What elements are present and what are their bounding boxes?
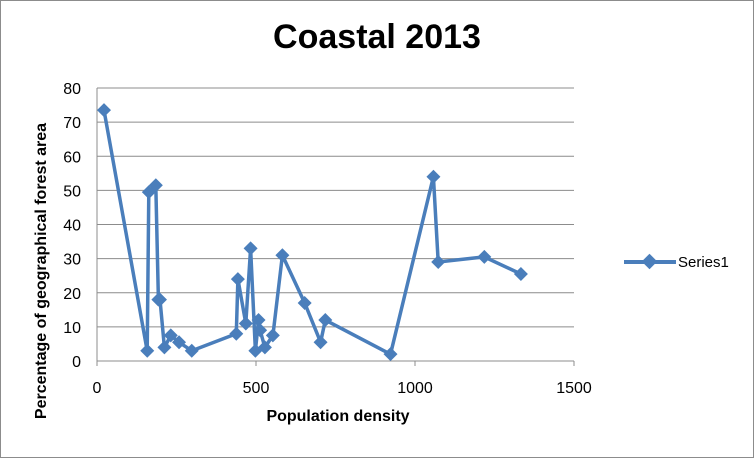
- data-point-26: [431, 255, 446, 270]
- data-point-22: [313, 335, 328, 350]
- x-tick-label-1500: 1500: [556, 380, 592, 397]
- data-point-12: [230, 272, 245, 287]
- data-point-16: [251, 313, 266, 328]
- data-point-17: [253, 323, 268, 338]
- y-tick-label-70: 70: [63, 115, 81, 132]
- x-tick-label-500: 500: [243, 380, 270, 397]
- legend-label-series1: Series1: [678, 253, 729, 271]
- data-point-15: [248, 343, 263, 358]
- y-tick-label-10: 10: [63, 320, 81, 337]
- axes: [96, 88, 575, 366]
- legend-swatch: [624, 251, 676, 273]
- data-point-1: [96, 103, 111, 118]
- y-tick-label-0: 0: [72, 354, 81, 371]
- series-group: [96, 103, 528, 362]
- data-point-2: [140, 343, 155, 358]
- x-tick-label-0: 0: [93, 380, 102, 397]
- x-axis-label: Population density: [266, 408, 410, 425]
- y-tick-label-20: 20: [63, 286, 81, 303]
- y-tick-label-60: 60: [63, 149, 81, 166]
- data-point-20: [275, 248, 290, 263]
- data-point-10: [184, 343, 199, 358]
- data-point-28: [513, 266, 528, 281]
- y-tick-label-50: 50: [63, 183, 81, 200]
- data-point-14: [243, 241, 258, 256]
- data-point-9: [172, 335, 187, 350]
- y-tick-label-40: 40: [63, 218, 81, 235]
- y-axis-label: Percentage of geographical forest area: [33, 122, 50, 420]
- data-point-7: [157, 340, 172, 355]
- data-point-13: [238, 316, 253, 331]
- series-line-1: [102, 109, 522, 356]
- tick-labels: 0 10 20 30 40 50 60 70 80 0 500 1000 1500: [63, 81, 592, 397]
- x-tick-label-1000: 1000: [397, 380, 433, 397]
- y-tick-label-30: 30: [63, 252, 81, 269]
- data-point-4: [148, 178, 163, 193]
- data-point-21: [297, 295, 312, 310]
- data-point-24: [383, 347, 398, 362]
- data-point-18: [257, 340, 272, 355]
- chart-title: Coastal 2013: [273, 18, 481, 56]
- y-tick-label-80: 80: [63, 81, 81, 98]
- legend: Series1: [624, 251, 729, 273]
- data-point-19: [265, 328, 280, 343]
- data-point-25: [426, 169, 441, 184]
- data-point-11: [229, 326, 244, 341]
- data-point-23: [318, 313, 333, 328]
- data-point-6: [152, 292, 167, 307]
- data-point-27: [477, 249, 492, 264]
- data-point-8: [163, 328, 178, 343]
- gridlines: [97, 87, 574, 328]
